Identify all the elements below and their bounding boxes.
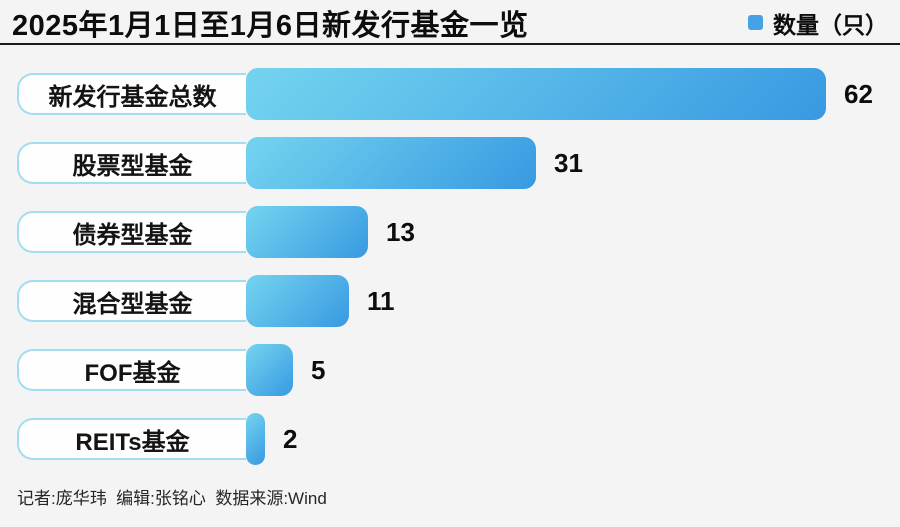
category-label: 新发行基金总数 [17, 73, 246, 115]
bar-row-total: 新发行基金总数 62 [0, 68, 900, 120]
value-bar [246, 206, 368, 258]
value-label: 13 [386, 216, 415, 247]
value-label: 11 [367, 285, 395, 316]
credits: 记者:庞华玮 编辑:张铭心 数据来源:Wind [17, 489, 327, 508]
category-label: FOF基金 [17, 349, 246, 391]
value-bar [246, 68, 826, 120]
bar-row-equity: 股票型基金 31 [0, 137, 900, 189]
value-label: 2 [283, 423, 298, 454]
category-label: 股票型基金 [17, 142, 246, 184]
bar-row-fof: FOF基金 5 [0, 344, 900, 396]
category-label: REITs基金 [17, 418, 246, 460]
category-label: 债券型基金 [17, 211, 246, 253]
legend-swatch-icon [748, 15, 763, 30]
legend-label: 数量（只） [773, 11, 888, 38]
value-bar [246, 344, 293, 396]
value-label: 62 [844, 78, 873, 109]
bar-row-bond: 债券型基金 13 [0, 206, 900, 258]
bar-row-reits: REITs基金 2 [0, 413, 900, 465]
bar-chart: 新发行基金总数 62 股票型基金 31 债券型基金 13 混合型基金 11 FO… [0, 45, 900, 465]
value-bar [246, 275, 349, 327]
value-bar [246, 137, 536, 189]
value-label: 5 [311, 354, 326, 385]
chart-header: 2025年1月1日至1月6日新发行基金一览 数量（只） [0, 0, 900, 45]
value-bar [246, 413, 265, 465]
legend: 数量（只） [748, 6, 890, 40]
category-label: 混合型基金 [17, 280, 246, 322]
bar-row-hybrid: 混合型基金 11 [0, 275, 900, 327]
chart-title: 2025年1月1日至1月6日新发行基金一览 [12, 9, 529, 42]
value-label: 31 [554, 147, 583, 178]
